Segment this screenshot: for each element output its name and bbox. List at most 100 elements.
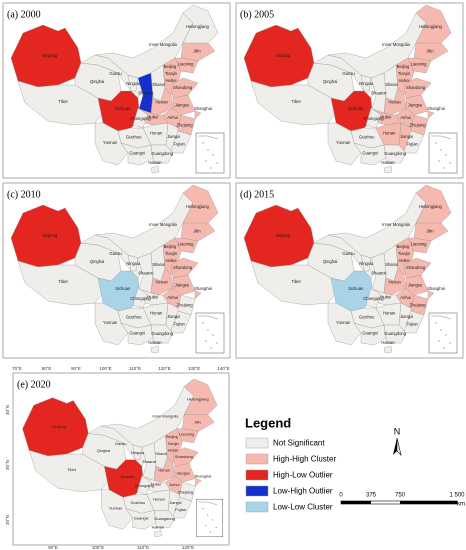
region <box>172 274 196 296</box>
region <box>405 274 429 296</box>
legend-swatch <box>245 469 269 481</box>
province-label: Hebei <box>168 447 178 452</box>
province-label: Tianjin <box>398 251 411 256</box>
inset-box <box>196 498 223 538</box>
province-label: Yunnan <box>109 505 122 510</box>
province-label: Qinghai <box>97 448 111 453</box>
inset-box <box>428 132 458 174</box>
island <box>202 508 204 510</box>
province-label: Ningxia <box>359 81 374 86</box>
island <box>205 160 207 162</box>
island <box>212 154 214 156</box>
region <box>174 57 199 74</box>
province-label: Guangxi <box>134 516 149 521</box>
island <box>207 149 209 151</box>
inset-coast <box>431 135 452 140</box>
map-panel: Xinjiang Tibet Qinghai Gansu Inner Mongolia N… <box>235 182 464 359</box>
region <box>180 42 216 62</box>
province-label: Gansu <box>342 71 355 76</box>
province-label: Shandong <box>173 265 193 270</box>
province-label: Gansu <box>115 441 127 446</box>
province-label: Shanxi <box>152 82 165 87</box>
province-label: Henan <box>389 280 402 285</box>
island <box>212 334 214 336</box>
province-label: Chongqing <box>363 116 384 121</box>
map: Xinjiang Tibet Qinghai Gansu Inner Mongolia N… <box>10 184 225 354</box>
island <box>438 340 440 342</box>
province-label: Tibet <box>67 467 77 472</box>
region <box>170 310 192 334</box>
province-label: Sichuan <box>348 106 364 111</box>
province-label: Shanxi <box>385 82 398 87</box>
region <box>170 130 192 154</box>
province-label: Qinghai <box>323 79 338 84</box>
region <box>127 254 139 272</box>
province-label: Guangdong <box>151 331 174 336</box>
graticule-label: 140°E <box>217 366 229 371</box>
province-label: Henan <box>389 100 402 105</box>
legend-swatch <box>245 453 269 465</box>
province-label: Tianjin <box>165 71 178 76</box>
island <box>440 329 442 331</box>
province-label: Inner Mongolia <box>149 222 177 227</box>
island <box>207 514 209 516</box>
legend-label: High-High Cluster <box>273 455 336 464</box>
province-label: Guangdong <box>384 331 407 336</box>
region <box>383 144 407 164</box>
scale-label: 0 <box>339 493 343 499</box>
province-label: Beijing <box>397 64 410 69</box>
province-label: Hunan <box>383 310 396 315</box>
province-label: Sichuan <box>120 474 134 479</box>
province-label: Heilongjiang <box>186 204 210 209</box>
region <box>174 237 199 254</box>
province-label: Jiangxi <box>169 500 181 505</box>
province-label: Fujian <box>406 142 418 147</box>
province-label: Guangdong <box>151 151 174 156</box>
graticule-label: 120°E <box>182 545 194 550</box>
province-label: Tianjin <box>167 441 178 446</box>
region <box>132 444 143 460</box>
legend-label: Not Significant <box>273 439 325 448</box>
province-label: Guangxi <box>129 151 145 156</box>
province-label: Anhui <box>167 115 178 120</box>
province-label: Shaanxi <box>138 91 153 96</box>
province-label: Beijing <box>164 244 177 249</box>
inset-box <box>428 312 458 354</box>
region <box>150 144 174 164</box>
province-label: Gansu <box>109 251 122 256</box>
region <box>150 324 174 344</box>
island <box>440 149 442 151</box>
province-label: Fujian <box>175 507 186 512</box>
island <box>443 167 445 169</box>
island <box>443 347 445 349</box>
province-label: Heilongjiang <box>419 204 443 209</box>
province-label: Shandong <box>406 85 426 90</box>
province-label: Jiangxi <box>400 314 413 319</box>
province-label: Shanghai <box>427 106 445 111</box>
inset-box <box>195 132 225 174</box>
province-label: Xinjiang <box>275 233 291 238</box>
region <box>172 447 199 467</box>
legend-title: Legend <box>245 415 291 430</box>
province-label: Qinghai <box>323 259 338 264</box>
legend-swatch <box>245 485 269 497</box>
province-label: Shaanxi <box>371 271 386 276</box>
province-label: Qinghai <box>90 79 105 84</box>
province-label: Henan <box>158 468 170 473</box>
map-panel: Xinjiang Tibet Qinghai Gansu Inner Mongolia N… <box>5 366 229 550</box>
region <box>195 478 202 487</box>
province-label: Shaanxi <box>142 459 156 464</box>
region <box>172 497 192 519</box>
region <box>403 257 432 279</box>
map: Xinjiang Tibet Qinghai Gansu Inner Mongolia N… <box>10 4 225 174</box>
region <box>383 345 393 354</box>
graticule-label: 40°N <box>5 405 10 415</box>
region <box>403 310 425 334</box>
region <box>120 322 154 346</box>
province-label: Xinjiang <box>42 233 58 238</box>
north-label: N <box>394 426 401 436</box>
province-label: Shanghai <box>194 286 212 291</box>
province-label: Hebei <box>399 258 410 263</box>
province-label: Anhui <box>400 295 411 300</box>
region <box>182 414 215 432</box>
